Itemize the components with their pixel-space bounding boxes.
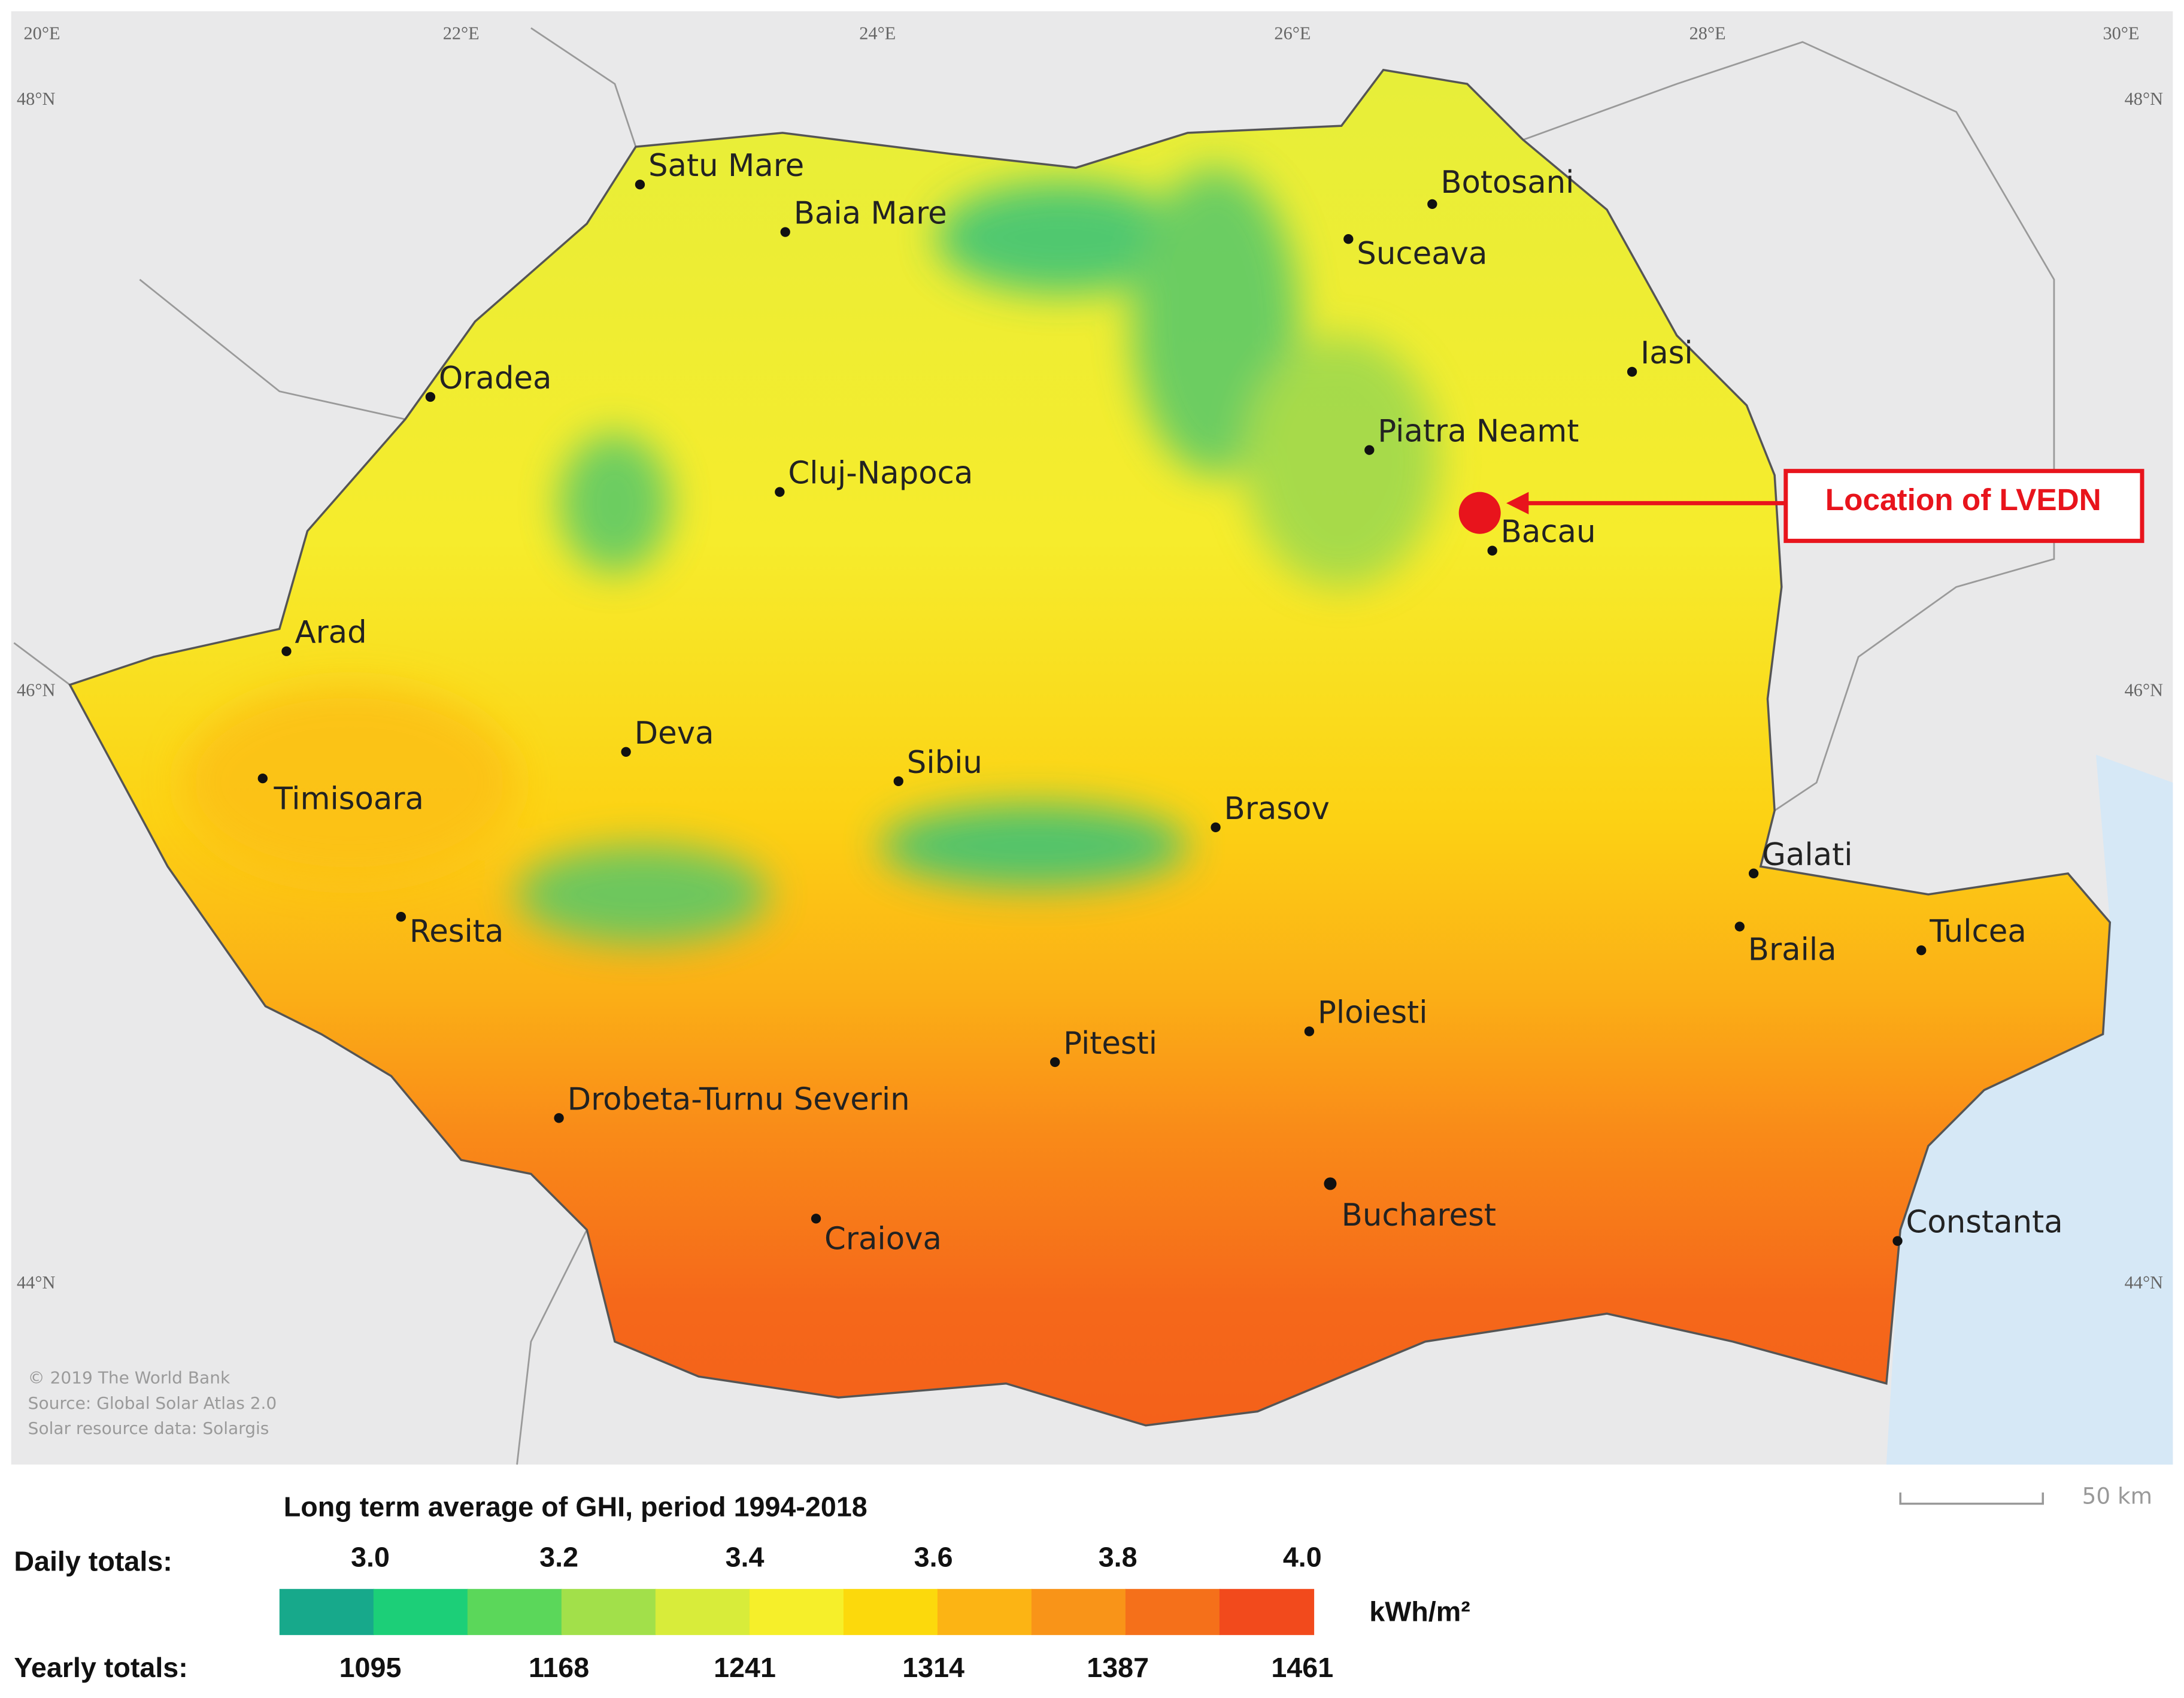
city-label: Deva: [635, 715, 714, 751]
legend-swatch: [937, 1588, 1033, 1635]
legend-swatch: [1219, 1588, 1315, 1635]
city-dot: [396, 912, 407, 922]
city-dot: [1734, 921, 1745, 932]
city-dot: [1049, 1057, 1060, 1068]
legend-swatch: [279, 1588, 374, 1635]
city-label: Iasi: [1640, 335, 1693, 371]
city-dot: [257, 773, 268, 784]
daily-value: 4.0: [1283, 1541, 1322, 1572]
city-dot: [1343, 234, 1354, 244]
legend-swatch: [749, 1588, 845, 1635]
city-label: Constanta: [1906, 1205, 2063, 1241]
city-dot: [621, 747, 631, 757]
legend-swatch: [561, 1588, 657, 1635]
longitude-label: 24°E: [859, 23, 896, 43]
city-label: Satu Mare: [648, 148, 804, 184]
yearly-value: 1387: [1087, 1652, 1149, 1683]
city-label: Bacau: [1501, 514, 1596, 550]
city-dot: [281, 646, 292, 656]
legend-title: Long term average of GHI, period 1994-20…: [284, 1491, 867, 1522]
city-label: Baia Mare: [794, 196, 947, 232]
city-label: Timisoara: [273, 781, 423, 817]
latitude-label: 48°N: [2125, 89, 2163, 109]
city-label: Pitesti: [1063, 1026, 1157, 1062]
legend-swatch: [1125, 1588, 1221, 1635]
city-label: Galati: [1762, 837, 1852, 873]
scale-bar: [1899, 1492, 2045, 1505]
city-label: Botosani: [1440, 165, 1574, 201]
city-dot: [775, 487, 785, 497]
city-label: Drobeta-Turnu Severin: [568, 1081, 910, 1117]
city-label: Brasov: [1224, 791, 1330, 827]
city-dot: [635, 180, 645, 190]
city-dot: [1427, 199, 1437, 210]
legend-swatch: [373, 1588, 468, 1635]
city-dot: [780, 227, 790, 237]
daily-value: 3.2: [539, 1541, 578, 1572]
daily-label: Daily totals:: [14, 1545, 172, 1576]
credit-line: Solar resource data: Solargis: [28, 1418, 269, 1438]
city-dot: [425, 392, 436, 402]
city-dot: [1364, 445, 1375, 455]
daily-value: 3.8: [1099, 1541, 1138, 1572]
legend-swatch: [467, 1588, 562, 1635]
unit-label: kWh/m²: [1369, 1596, 1470, 1627]
neighbor-borders: [13, 27, 2055, 1465]
city-label: Suceava: [1357, 236, 1487, 272]
city-label: Ploiesti: [1318, 995, 1428, 1031]
yearly-value: 1314: [902, 1652, 964, 1683]
city-dot: [1748, 868, 1759, 879]
longitude-label: 22°E: [443, 23, 480, 43]
credit-line: Source: Global Solar Atlas 2.0: [28, 1393, 277, 1413]
city-label: Sibiu: [907, 745, 982, 781]
city-dot: [811, 1214, 821, 1224]
scale-label: 50 km: [2082, 1482, 2152, 1509]
city-label: Tulcea: [1929, 914, 2027, 950]
latitude-label: 44°N: [17, 1272, 55, 1293]
city-label: Resita: [410, 914, 504, 950]
city-label: Oradea: [439, 360, 552, 396]
city-dot: [554, 1113, 564, 1123]
legend-swatch: [1031, 1588, 1127, 1635]
legend-swatch: [655, 1588, 751, 1635]
yearly-value: 1461: [1271, 1652, 1333, 1683]
city-dot: [1487, 545, 1497, 556]
city-dot: [1627, 366, 1637, 377]
yearly-value: 1168: [529, 1652, 589, 1683]
legend-swatch: [843, 1588, 939, 1635]
credit-line: © 2019 The World Bank: [28, 1368, 230, 1388]
sea: [1886, 754, 2173, 1465]
city-label: Bucharest: [1342, 1197, 1496, 1233]
daily-value: 3.4: [726, 1541, 765, 1572]
city-label: Cluj-Napoca: [788, 456, 973, 492]
city-dot: [893, 776, 903, 786]
city-label: Braila: [1748, 932, 1837, 968]
city-dot: [1892, 1236, 1903, 1246]
yearly-label: Yearly totals:: [14, 1652, 187, 1683]
arrow-head: [1506, 492, 1529, 515]
annotation-text: Location of LVEDN: [1825, 483, 2101, 517]
city-label: Arad: [295, 615, 366, 651]
longitude-label: 20°E: [24, 23, 60, 43]
latitude-label: 44°N: [2125, 1272, 2163, 1293]
latitude-label: 46°N: [17, 680, 55, 700]
yearly-value: 1241: [714, 1652, 776, 1683]
city-label: Piatra Neamt: [1378, 414, 1579, 450]
city-dot: [1304, 1026, 1315, 1036]
location-marker: [1458, 492, 1501, 534]
city-label: Craiova: [824, 1221, 942, 1257]
latitude-label: 48°N: [17, 89, 55, 109]
longitude-label: 26°E: [1274, 23, 1311, 43]
latitude-label: 46°N: [2125, 680, 2163, 700]
daily-value: 3.0: [351, 1541, 390, 1572]
daily-value: 3.6: [914, 1541, 953, 1572]
city-dot: [1324, 1177, 1337, 1190]
longitude-label: 30°E: [2103, 23, 2139, 43]
longitude-label: 28°E: [1689, 23, 1726, 43]
city-dot: [1916, 945, 1927, 956]
annotation-box: [1783, 469, 2144, 543]
yearly-value: 1095: [339, 1652, 402, 1683]
city-dot: [1211, 822, 1221, 832]
